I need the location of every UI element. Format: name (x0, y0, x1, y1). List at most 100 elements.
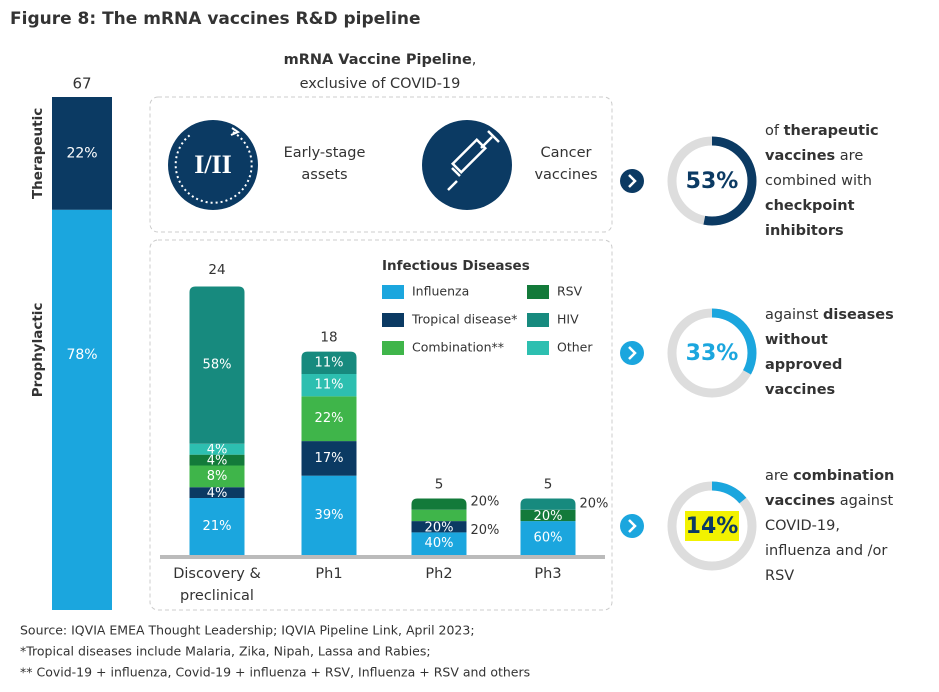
value-label: 22% (315, 411, 344, 426)
total-label: 24 (208, 262, 225, 278)
total-label: 5 (544, 477, 553, 493)
bar-segment (52, 209, 112, 611)
note: Source: IQVIA EMEA Thought Leadership; I… (20, 623, 475, 638)
category-label: Discovery & preclinical (173, 566, 261, 604)
category-label: Ph1 (315, 566, 343, 582)
note: ** Covid-19 + influenza, Covid-19 + infl… (20, 665, 530, 680)
syringe-icon (447, 130, 500, 191)
bar-segment (189, 286, 245, 444)
legend-label: Other (557, 340, 593, 355)
legend-swatch (527, 313, 549, 327)
category-label: Prophylactic (30, 303, 46, 398)
bar-segment (301, 396, 357, 442)
donut-arc (667, 308, 757, 398)
chevron (628, 519, 637, 533)
value-label: 20% (471, 523, 500, 538)
bar-segment (411, 498, 467, 510)
legend-label: RSV (557, 284, 583, 299)
total-label: 18 (320, 330, 337, 346)
bar-segment (189, 454, 245, 466)
value-label: 20% (580, 497, 609, 512)
donut-value: 33% (686, 341, 739, 366)
value-label: 4% (207, 454, 228, 469)
icon-label: Early-stage assets (283, 145, 366, 183)
bar-segment (189, 487, 245, 499)
icon-label: Cancer vaccines (534, 145, 598, 183)
header: mRNA Vaccine Pipeline, (284, 52, 477, 68)
bar-segment (411, 521, 467, 533)
category-label: Ph2 (425, 566, 453, 582)
header-punct: , (472, 52, 477, 68)
value-label: 11% (315, 378, 344, 393)
legend-label: Influenza (412, 284, 469, 299)
arrows (620, 169, 644, 538)
bar-segment (189, 443, 245, 455)
text-part: against (765, 307, 824, 323)
bar-segment (520, 509, 576, 522)
value-label: 20% (425, 520, 454, 535)
icon-arrow (230, 127, 241, 136)
icon-arc (174, 131, 253, 204)
bar-segment (520, 498, 576, 510)
value-label: 78% (66, 347, 97, 363)
bar-segment (411, 532, 467, 555)
arrow-circle (620, 341, 644, 365)
legend-label: Tropical disease* (411, 312, 517, 327)
value-label: 4% (207, 486, 228, 501)
value-label: 39% (315, 508, 344, 523)
value-label: 22% (66, 145, 97, 161)
category-label: Therapeutic (30, 108, 46, 199)
text-part: against COVID-19, influenza and /or RSV (765, 492, 894, 584)
donut-text: of therapeutic vaccines are combined wit… (765, 119, 890, 244)
donut-text: are combination vaccines against COVID-1… (765, 464, 897, 589)
text-part: of (765, 122, 784, 139)
bar-segment (301, 441, 357, 476)
value-label: 20% (534, 509, 563, 524)
value-label: 17% (315, 451, 344, 466)
text-part: are (765, 467, 794, 484)
arrow-circle (620, 514, 644, 538)
bar-segment (52, 97, 112, 210)
icon-symbol: I/II (194, 150, 232, 179)
value-label: 40% (425, 536, 454, 551)
value-label: 8% (207, 469, 228, 484)
category-label: Ph3 (534, 566, 562, 582)
text-part: are combined with (765, 147, 872, 189)
total-label: 5 (435, 477, 444, 493)
box-top (149, 96, 613, 233)
donut-arc (667, 136, 757, 226)
highlight (685, 511, 739, 541)
bar-segment (301, 373, 357, 397)
figure-title: Figure 8: The mRNA vaccines R&D pipeline (10, 9, 420, 29)
bar-segment (520, 521, 576, 555)
text-part: combination vaccines (765, 467, 895, 509)
donut-value: 53% (686, 169, 739, 194)
value-label: 60% (534, 531, 563, 546)
bar-segment (411, 509, 467, 522)
bar-segment (189, 465, 245, 488)
legend-swatch (382, 313, 404, 327)
legend-label: Combination** (412, 340, 504, 355)
value-label: 20% (471, 495, 500, 510)
legend-title: Infectious Diseases (382, 258, 530, 274)
header-subtitle: exclusive of COVID-19 (300, 76, 461, 92)
bar-segment (301, 475, 357, 555)
bar-segment (189, 498, 245, 555)
value-label: 11% (315, 355, 344, 370)
value-label: 58% (203, 358, 232, 373)
donut-arc (667, 481, 757, 571)
chevron (628, 174, 637, 188)
arrow-circle (620, 169, 644, 193)
text-part: therapeutic vaccines (765, 122, 879, 164)
legend-swatch (382, 341, 404, 355)
text-part: vaccines (765, 382, 836, 398)
total-label: 67 (72, 75, 91, 93)
legend-label: HIV (557, 312, 579, 327)
note: *Tropical diseases include Malaria, Zika… (20, 644, 431, 659)
donut-text: against diseases without approved vaccin… (765, 303, 910, 403)
legend-swatch (527, 285, 549, 299)
bar-segment (301, 351, 357, 374)
text-part: diseases without approved (765, 307, 894, 373)
